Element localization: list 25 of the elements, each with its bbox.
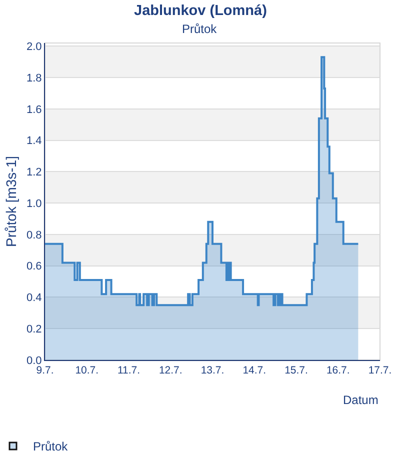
y-tick-label: 0.8 — [26, 229, 42, 242]
y-tick-label: 1.0 — [26, 198, 42, 210]
y-tick-label: 0.2 — [26, 323, 42, 336]
y-tick-label: 0.6 — [26, 260, 42, 273]
y-tick-label: 1.8 — [26, 72, 42, 84]
x-tick-label: 15.7. — [284, 364, 308, 377]
chart-title: Jablunkov (Lomná) — [134, 3, 268, 19]
x-axis-title: Datum — [343, 393, 378, 407]
y-tick-label: 2.0 — [26, 40, 42, 53]
x-tick-label: 17.7. — [368, 364, 392, 377]
x-tick-label: 11.7. — [117, 364, 140, 377]
chart-subtitle: Průtok — [182, 22, 218, 36]
y-tick-label: 1.4 — [26, 135, 42, 148]
x-tick-label: 12.7. — [158, 364, 182, 377]
y-tick-label: 0.4 — [26, 292, 42, 304]
x-tick-label: 16.7. — [326, 364, 350, 377]
y-tick-label: 1.2 — [26, 166, 42, 179]
y-tick-label: 1.6 — [26, 104, 42, 116]
x-tick-label: 13.7. — [200, 364, 224, 377]
x-tick-label: 9.7. — [36, 364, 54, 377]
y-axis-title: Průtok [m3s-1] — [3, 156, 20, 248]
x-tick-label: 10.7. — [75, 364, 99, 377]
x-tick-label: 14.7. — [242, 364, 266, 377]
legend-label: Průtok — [33, 440, 69, 454]
y-tick-label: 0.0 — [26, 354, 42, 367]
